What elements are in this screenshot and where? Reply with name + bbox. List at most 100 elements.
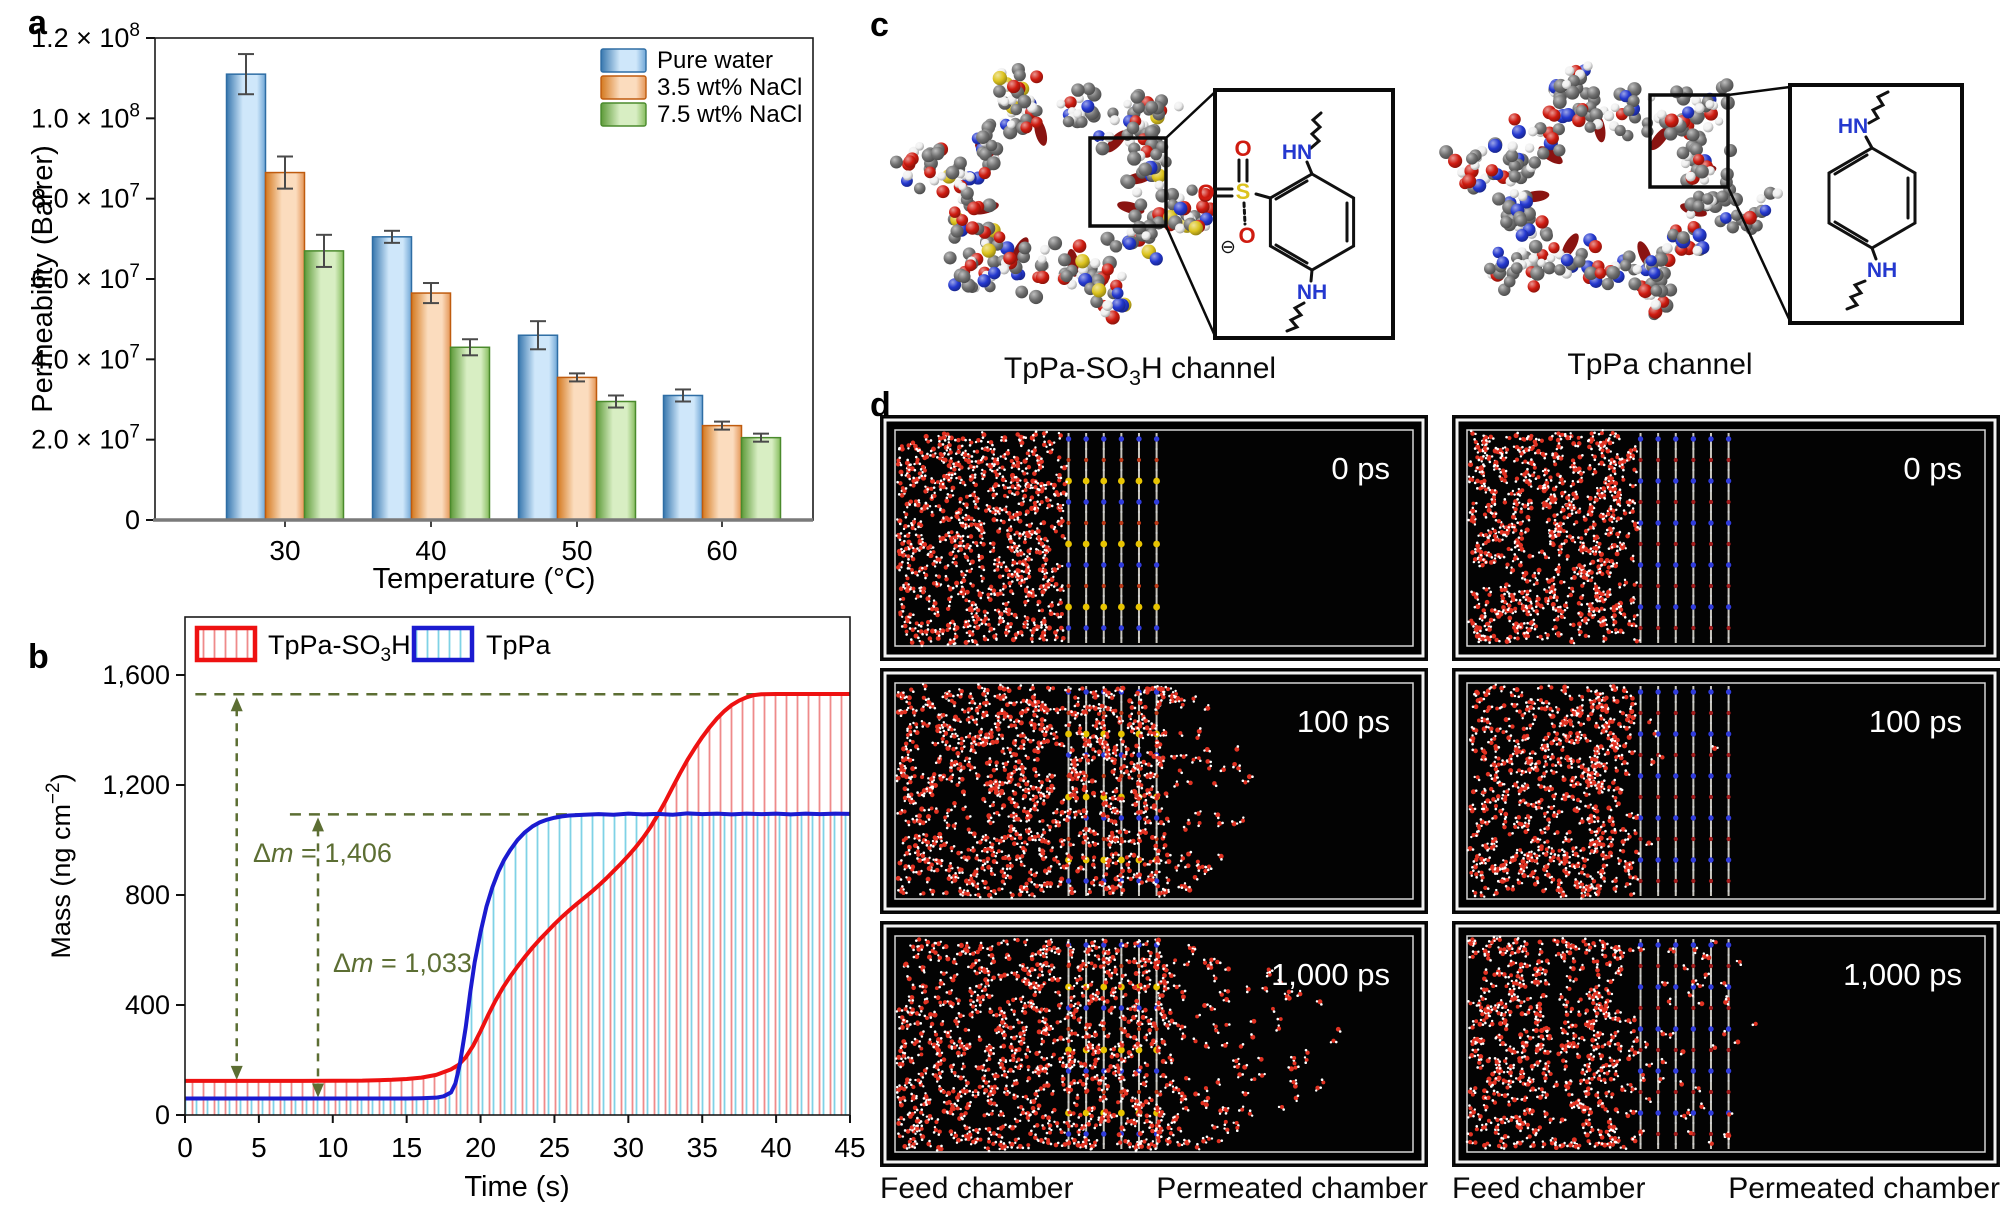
selection-box-right (1648, 93, 1730, 189)
atom-C (1121, 175, 1136, 189)
atom-C (1719, 78, 1734, 92)
b-x-axis-title: Time (s) (464, 1171, 569, 1203)
atom-O (1064, 96, 1077, 109)
legend-swatch (194, 625, 258, 663)
inner-frame (1466, 935, 1986, 1153)
atom-C (1503, 275, 1516, 288)
atom-O (1485, 164, 1499, 177)
atom-H (929, 175, 940, 186)
atom-H (1656, 109, 1667, 120)
panel-b-letter: b (28, 638, 49, 676)
x-tick-label: 25 (539, 1132, 570, 1163)
atom-H (1528, 253, 1539, 264)
b-annotation-dm-1406: Δm = 1,406 (253, 838, 392, 868)
atom-H (1109, 115, 1120, 126)
atom-C (1540, 229, 1553, 242)
atom-H (1610, 103, 1620, 113)
x-tick-label: 40 (415, 535, 446, 566)
atom-N (988, 266, 1001, 280)
oxygen-label: O (1234, 136, 1251, 161)
x-tick-label: 45 (834, 1132, 865, 1163)
atom-C (1145, 100, 1159, 114)
atom-N (1692, 228, 1707, 243)
atom-C (1528, 156, 1541, 169)
feed-chamber-label: Feed chamber (1452, 1172, 1646, 1205)
atom-H (1132, 187, 1143, 198)
callout-line (1165, 91, 1216, 139)
atom-C (976, 130, 990, 144)
atom-C (953, 156, 967, 170)
atom-C (1537, 147, 1550, 160)
hn-label: HN (1282, 141, 1312, 164)
atom-C (1627, 95, 1640, 108)
atom-C (1003, 125, 1018, 140)
atom-O (967, 201, 981, 216)
atom-H (1509, 188, 1519, 199)
atom-H (1583, 61, 1593, 71)
atom-O (936, 185, 950, 199)
atom-H (1102, 300, 1113, 311)
atom-H (1714, 117, 1724, 126)
atom-H (1772, 188, 1783, 199)
atom-C (1127, 151, 1142, 166)
timestamp-label: 0 ps (1331, 451, 1390, 486)
atom-C (1552, 95, 1567, 109)
panel-c-letter: c (870, 6, 889, 44)
atom-N (1759, 204, 1772, 217)
bar (517, 334, 559, 521)
atom-H (1117, 271, 1127, 282)
oxygen-label: O (1197, 180, 1214, 205)
atom-S (1075, 253, 1090, 269)
atom-C (1584, 121, 1596, 133)
atom-N (1515, 229, 1529, 242)
atom-N (1123, 237, 1137, 251)
atom-C (1492, 192, 1506, 206)
atom-C (1614, 124, 1626, 137)
atom-O (1003, 251, 1017, 265)
atom-O (965, 221, 980, 235)
atom-H (998, 264, 1010, 275)
selection-box-left (1088, 136, 1168, 228)
atom-C (986, 156, 1001, 171)
atom-C (1530, 266, 1545, 281)
atom-O (1006, 79, 1021, 94)
atom-C (1726, 221, 1740, 234)
y-tick-label: 8.0 × 107 (31, 181, 140, 214)
bar (264, 171, 306, 521)
atom-C (1132, 101, 1145, 114)
x-tick-label: 60 (706, 535, 737, 566)
atom-O (978, 166, 991, 180)
curve (185, 691, 850, 1083)
atom-H (1650, 299, 1662, 311)
b-legend-label-tppa-so3h: TpPa-SO3H (268, 630, 411, 666)
atom-C (978, 147, 992, 161)
atom-H (1073, 109, 1083, 119)
atom-C (950, 224, 964, 238)
atom-C (1134, 198, 1148, 211)
atom-C (1010, 103, 1022, 116)
atom-O (1030, 116, 1043, 129)
md-snapshot-tppa-0ps: 0 ps (1452, 415, 2000, 661)
atom-N (1561, 107, 1576, 122)
x-tick-label: 30 (613, 1132, 644, 1163)
atom-C (930, 146, 945, 161)
a-legend-label-pure-water: Pure water (657, 47, 773, 74)
feed-chamber-label: Feed chamber (880, 1172, 1074, 1205)
atom-C (1060, 269, 1073, 283)
atom-C (1589, 108, 1603, 122)
atom-N (1511, 124, 1526, 139)
atom-C (987, 255, 1001, 269)
atom-C (1701, 193, 1714, 205)
x-tick-label: 5 (251, 1132, 267, 1163)
atom-H (1039, 244, 1050, 255)
atom-O (1527, 280, 1540, 293)
atom-N (1173, 201, 1188, 216)
atom-H (1692, 245, 1703, 256)
atom-H (1175, 223, 1186, 234)
atom-C (1553, 144, 1566, 157)
atom-C (1109, 240, 1123, 253)
atom-C (1466, 152, 1478, 165)
atom-C (1130, 90, 1144, 104)
atom-C (1508, 170, 1521, 183)
atom-C (993, 84, 1006, 98)
